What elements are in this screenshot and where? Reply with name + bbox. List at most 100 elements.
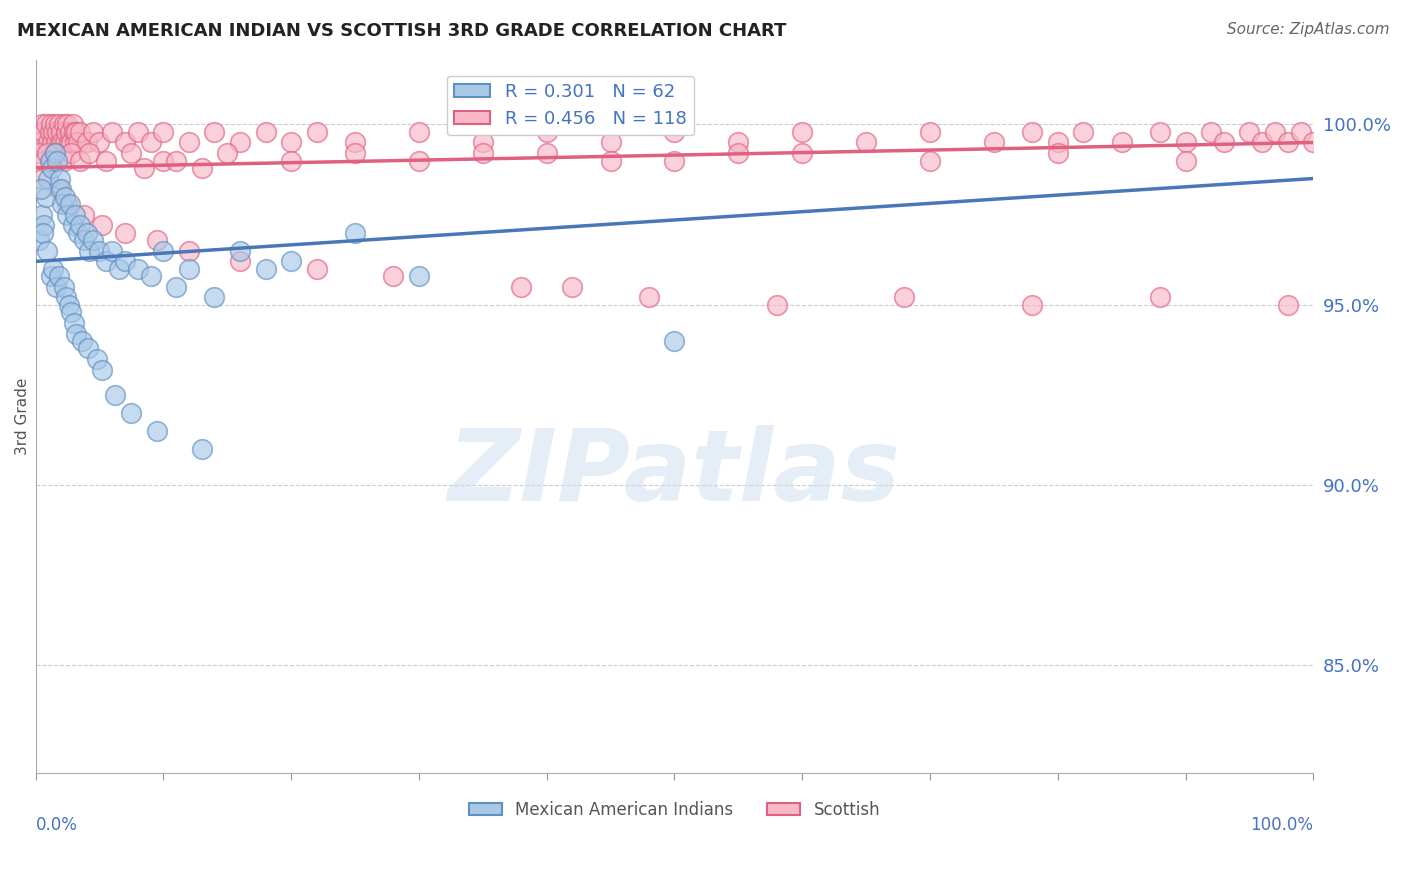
Point (76, 226, 98, 240)
Point (1174, 136, 1197, 150)
Text: MEXICAN AMERICAN INDIAN VS SCOTTISH 3RD GRADE CORRELATION CHART: MEXICAN AMERICAN INDIAN VS SCOTTISH 3RD … (17, 22, 786, 40)
Point (49, 171, 72, 186)
Point (1239, 125, 1261, 139)
Point (37, 171, 59, 186)
Point (139, 268, 162, 283)
Point (27, 125, 49, 139)
Point (152, 125, 174, 139)
Point (599, 136, 621, 150)
Point (60, 305, 83, 319)
Y-axis label: 3rd Grade: 3rd Grade (15, 377, 30, 455)
Point (280, 136, 302, 150)
Point (120, 146, 142, 161)
Point (280, 153, 302, 168)
Point (94, 153, 117, 168)
Point (1264, 125, 1286, 139)
Point (918, 125, 941, 139)
Point (664, 153, 686, 168)
Point (1111, 136, 1133, 150)
Point (127, 261, 149, 276)
Point (63, 125, 86, 139)
Point (49, 182, 72, 196)
Point (32, 226, 55, 240)
Point (983, 136, 1005, 150)
Point (86, 351, 108, 366)
Point (146, 233, 169, 247)
Point (60, 136, 83, 150)
Point (35, 146, 58, 161)
Point (177, 136, 200, 150)
Point (536, 125, 558, 139)
Point (30, 182, 52, 196)
Point (1046, 146, 1069, 161)
Point (165, 153, 187, 168)
Point (41, 136, 63, 150)
Point (1289, 125, 1312, 139)
Point (39, 118, 62, 132)
Point (408, 125, 430, 139)
Point (114, 254, 136, 268)
Point (37, 136, 59, 150)
Point (1302, 136, 1324, 150)
Point (48, 118, 70, 132)
Point (190, 161, 212, 175)
Point (1251, 136, 1274, 150)
Point (104, 388, 127, 402)
Point (664, 334, 686, 348)
Point (55, 125, 77, 139)
Point (918, 153, 941, 168)
Point (152, 153, 174, 168)
Point (91, 362, 114, 376)
Point (1046, 136, 1069, 150)
Point (792, 146, 814, 161)
Point (139, 136, 162, 150)
Legend: Mexican American Indians, Scottish: Mexican American Indians, Scottish (463, 794, 887, 825)
Point (52, 153, 75, 168)
Point (343, 226, 366, 240)
Point (52, 279, 75, 293)
Point (69, 219, 91, 233)
Point (101, 125, 124, 139)
Point (229, 254, 252, 268)
Point (69, 153, 91, 168)
Point (1277, 298, 1299, 312)
Point (146, 424, 169, 438)
Point (69, 125, 91, 139)
Point (63, 136, 86, 150)
Point (727, 136, 749, 150)
Point (59, 196, 82, 211)
Point (31, 118, 53, 132)
Point (63, 208, 86, 222)
Point (77, 341, 100, 355)
Point (59, 125, 82, 139)
Point (45, 279, 67, 293)
Point (177, 261, 200, 276)
Point (51, 136, 73, 150)
Point (73, 233, 96, 247)
Point (39, 268, 62, 283)
Point (101, 244, 124, 258)
Point (38, 153, 60, 168)
Point (765, 298, 787, 312)
Point (82, 233, 104, 247)
Point (62, 118, 84, 132)
Point (65, 125, 87, 139)
Point (65, 326, 87, 341)
Point (39, 153, 62, 168)
Point (1174, 153, 1197, 168)
Point (49, 125, 72, 139)
Point (114, 136, 136, 150)
Text: ZIPatlas: ZIPatlas (449, 425, 901, 522)
Text: 0.0%: 0.0% (35, 816, 77, 834)
Point (382, 268, 405, 283)
Point (229, 244, 252, 258)
Point (599, 153, 621, 168)
Point (1071, 125, 1094, 139)
Point (56, 118, 79, 132)
Point (53, 136, 76, 150)
Point (42, 261, 65, 276)
Point (52, 118, 75, 132)
Point (58, 136, 80, 150)
Point (56, 196, 79, 211)
Point (34, 153, 56, 168)
